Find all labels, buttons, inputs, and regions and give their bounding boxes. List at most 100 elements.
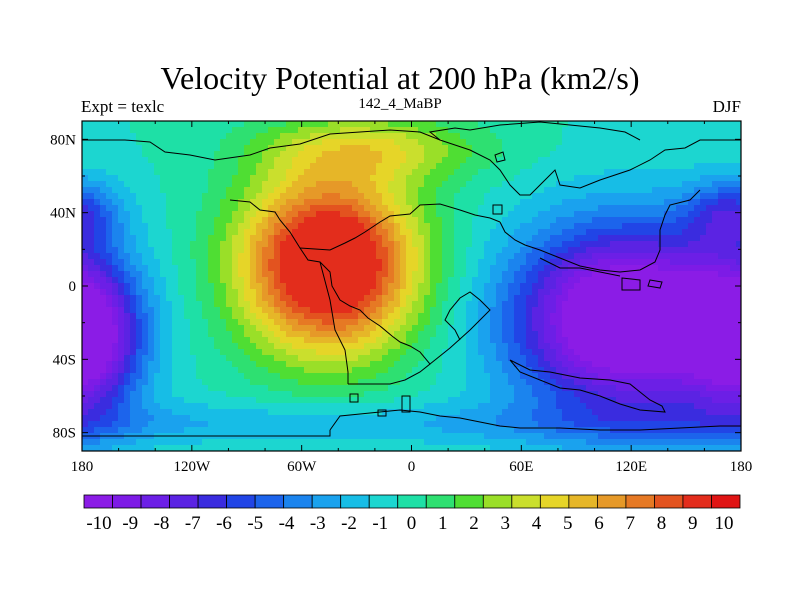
field-cell [304,373,311,380]
field-cell [538,361,545,368]
field-cell [688,313,695,320]
field-cell [640,319,647,326]
field-cell [442,385,449,392]
field-cell [172,217,179,224]
field-cell [388,355,395,362]
field-cell [82,289,89,296]
field-cell [118,355,125,362]
field-cell [616,133,623,140]
field-cell [310,361,317,368]
field-cell [184,253,191,260]
field-cell [550,217,557,224]
field-cell [250,391,257,398]
field-cell [316,241,323,248]
field-cell [388,301,395,308]
field-cell [502,367,509,374]
field-cell [418,169,425,176]
field-cell [304,259,311,266]
field-cell [214,133,221,140]
field-cell [700,355,707,362]
field-cell [424,205,431,212]
field-cell [220,319,227,326]
field-cell [376,199,383,206]
field-cell [136,289,143,296]
field-cell [382,259,389,266]
field-cell [202,319,209,326]
field-cell [508,139,515,146]
field-cell [358,253,365,260]
field-cell [244,187,251,194]
field-cell [490,307,497,314]
field-cell [100,199,107,206]
field-cell [436,199,443,206]
field-cell [466,313,473,320]
field-cell [148,229,155,236]
field-cell [124,259,131,266]
field-cell [190,331,197,338]
field-cell [280,289,287,296]
field-cell [412,277,419,284]
field-cell [538,193,545,200]
field-cell [160,313,167,320]
field-cell [88,349,95,356]
field-cell [88,133,95,140]
field-cell [142,361,149,368]
field-cell [568,163,575,170]
field-cell [400,163,407,170]
field-cell [244,283,251,290]
field-cell [586,379,593,386]
field-cell [682,367,689,374]
field-cell [466,175,473,182]
field-cell [190,253,197,260]
field-cell [262,205,269,212]
field-cell [688,121,695,128]
field-cell [184,343,191,350]
field-cell [334,145,341,152]
field-cell [280,121,287,128]
field-cell [574,373,581,380]
field-cell [82,277,89,284]
field-cell [670,331,677,338]
field-cell [736,187,741,194]
field-cell [196,313,203,320]
field-cell [358,127,365,134]
field-cell [586,319,593,326]
field-cell [214,283,221,290]
field-cell [646,271,653,278]
field-cell [664,217,671,224]
field-cell [406,127,413,134]
field-cell [472,211,479,218]
field-cell [712,283,719,290]
field-cell [358,181,365,188]
field-cell [262,253,269,260]
field-cell [640,331,647,338]
field-cell [154,181,161,188]
field-cell [604,247,611,254]
field-cell [442,181,449,188]
field-cell [652,193,659,200]
field-cell [412,301,419,308]
field-cell [478,367,485,374]
field-cell [532,319,539,326]
field-cell [346,169,353,176]
field-cell [550,337,557,344]
field-cell [172,355,179,362]
field-cell [496,169,503,176]
field-cell [610,187,617,194]
field-cell [364,337,371,344]
field-cell [688,265,695,272]
field-cell [148,367,155,374]
field-cell [166,277,173,284]
field-cell [412,289,419,296]
field-cell [400,313,407,320]
field-cell [442,175,449,182]
field-cell [424,361,431,368]
field-cell [376,367,383,374]
field-cell [340,217,347,224]
field-cell [202,271,209,278]
field-cell [370,343,377,350]
field-cell [682,181,689,188]
field-cell [592,181,599,188]
field-cell [226,199,233,206]
field-cell [394,259,401,266]
